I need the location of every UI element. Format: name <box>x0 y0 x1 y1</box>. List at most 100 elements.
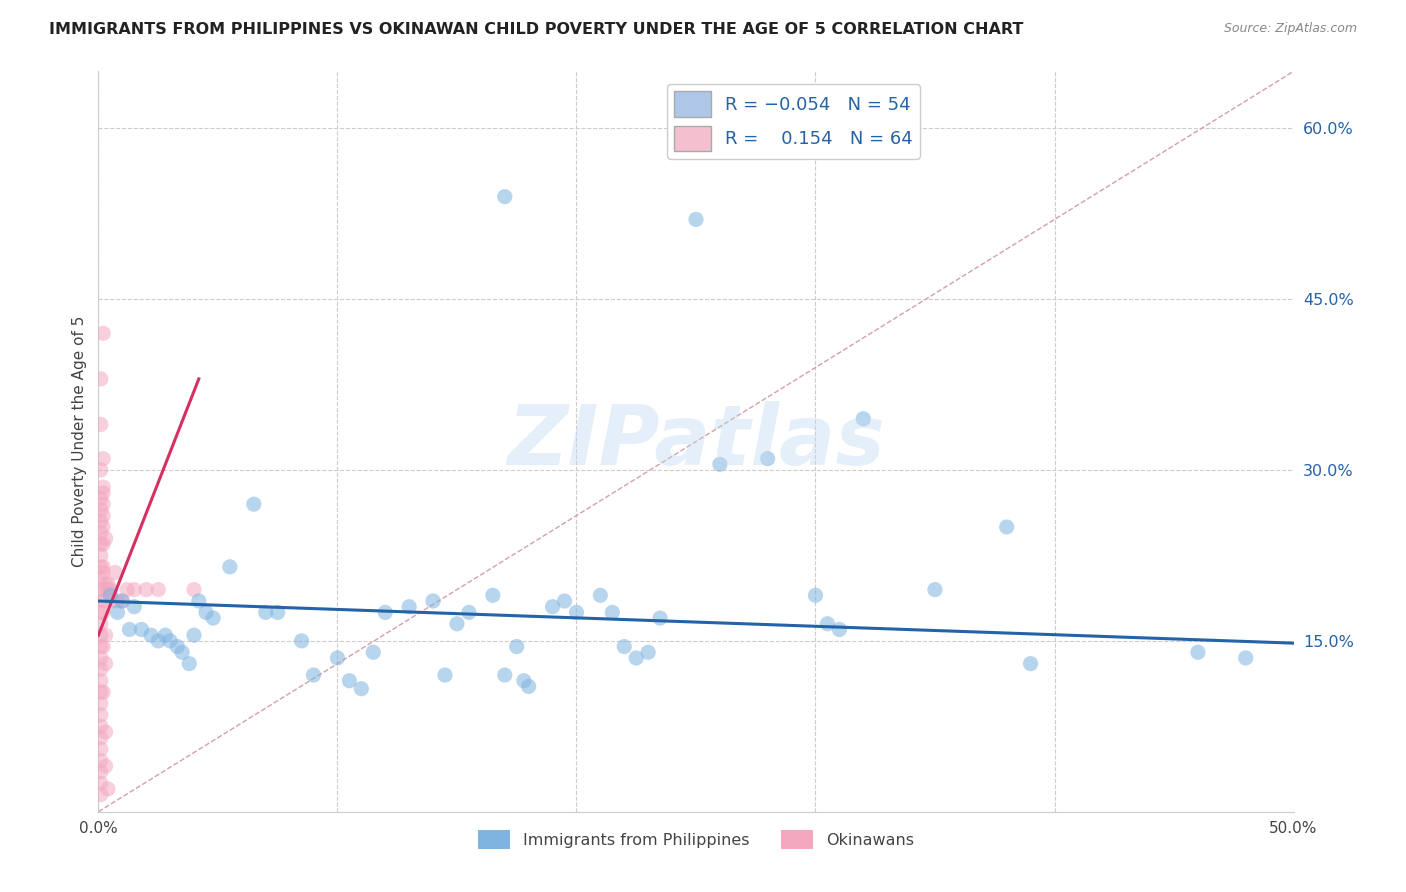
Point <box>91 537 114 551</box>
Point <box>685 212 707 227</box>
Point <box>90 594 112 608</box>
Text: ZIPatlas: ZIPatlas <box>508 401 884 482</box>
Point <box>91 594 114 608</box>
Point <box>602 606 624 620</box>
Point <box>90 571 112 585</box>
Point <box>97 582 120 597</box>
Point <box>90 731 112 745</box>
Point <box>90 372 112 386</box>
Point <box>804 588 827 602</box>
Point <box>118 623 141 637</box>
Point <box>90 616 112 631</box>
Point <box>458 606 481 620</box>
Point <box>91 451 114 466</box>
Point <box>91 485 114 500</box>
Point <box>94 628 117 642</box>
Point <box>513 673 536 688</box>
Y-axis label: Child Poverty Under the Age of 5: Child Poverty Under the Age of 5 <box>72 316 87 567</box>
Point <box>91 559 114 574</box>
Point <box>756 451 779 466</box>
Point <box>494 189 516 203</box>
Point <box>541 599 564 614</box>
Point <box>90 685 112 699</box>
Point <box>90 719 112 733</box>
Point <box>995 520 1018 534</box>
Point <box>166 640 188 654</box>
Point <box>446 616 468 631</box>
Point <box>326 651 349 665</box>
Point <box>481 588 505 602</box>
Point <box>187 594 209 608</box>
Point <box>94 759 117 773</box>
Point <box>91 640 114 654</box>
Point <box>613 640 636 654</box>
Point <box>90 549 112 563</box>
Point <box>91 566 114 580</box>
Point <box>111 594 134 608</box>
Text: IMMIGRANTS FROM PHILIPPINES VS OKINAWAN CHILD POVERTY UNDER THE AGE OF 5 CORRELA: IMMIGRANTS FROM PHILIPPINES VS OKINAWAN … <box>49 22 1024 37</box>
Point <box>98 582 122 597</box>
Point <box>91 520 114 534</box>
Point <box>90 417 112 432</box>
Point <box>91 480 114 494</box>
Point <box>91 508 114 523</box>
Point <box>94 725 117 739</box>
Point <box>90 491 112 506</box>
Point <box>131 623 153 637</box>
Point <box>398 599 420 614</box>
Point <box>90 651 112 665</box>
Point <box>148 582 170 597</box>
Point <box>302 668 325 682</box>
Point <box>1234 651 1257 665</box>
Point <box>159 633 181 648</box>
Point <box>90 673 112 688</box>
Point <box>104 566 127 580</box>
Point <box>637 645 659 659</box>
Point <box>148 633 170 648</box>
Point <box>91 582 114 597</box>
Point <box>202 611 225 625</box>
Point <box>101 594 124 608</box>
Point <box>90 776 112 790</box>
Point <box>90 640 112 654</box>
Point <box>350 681 373 696</box>
Point <box>90 559 112 574</box>
Point <box>90 537 112 551</box>
Point <box>709 458 731 472</box>
Point <box>91 685 114 699</box>
Point <box>90 525 112 540</box>
Point <box>90 707 112 722</box>
Point <box>91 326 114 341</box>
Point <box>172 645 194 659</box>
Point <box>139 628 162 642</box>
Point <box>98 588 122 602</box>
Point <box>90 697 112 711</box>
Point <box>648 611 672 625</box>
Point <box>90 754 112 768</box>
Point <box>422 594 444 608</box>
Point <box>90 742 112 756</box>
Point <box>90 662 112 676</box>
Point <box>90 606 112 620</box>
Point <box>91 497 114 511</box>
Point <box>135 582 157 597</box>
Point <box>254 606 277 620</box>
Point <box>107 606 129 620</box>
Point <box>267 606 290 620</box>
Point <box>339 673 361 688</box>
Point <box>183 628 205 642</box>
Point <box>626 651 648 665</box>
Point <box>434 668 457 682</box>
Point <box>155 628 177 642</box>
Point <box>94 657 117 671</box>
Point <box>90 628 112 642</box>
Point <box>589 588 612 602</box>
Point <box>1019 657 1042 671</box>
Point <box>94 532 117 546</box>
Point <box>243 497 266 511</box>
Point <box>852 411 875 425</box>
Point <box>90 788 112 802</box>
Point <box>91 606 114 620</box>
Legend: Immigrants from Philippines, Okinawans: Immigrants from Philippines, Okinawans <box>471 823 921 855</box>
Point <box>90 503 112 517</box>
